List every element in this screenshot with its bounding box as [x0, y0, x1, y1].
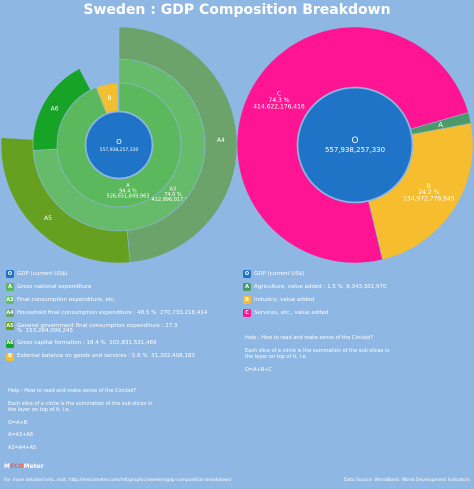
help-line: A=A3+A6 [8, 432, 34, 438]
slice-label-a4-line: A4 [217, 137, 225, 144]
legend-text: GDP (current US$) [254, 270, 305, 277]
slice-a5[interactable] [0, 137, 131, 264]
legend-text: Services, etc., value added [254, 309, 329, 316]
brand-part-1: M [4, 463, 10, 470]
legend-text: Final consumption expenditure, etc. [17, 296, 116, 303]
help-right: Help : How to read and make sense of the… [245, 335, 465, 379]
slice-label-a3: A3 74.0 % 412,996,017,659 [151, 187, 194, 204]
legend-item-o: O GDP (current US$) [6, 270, 231, 278]
slice-label-a6-line: A6 [51, 106, 59, 113]
legend-text: Gross capital formation : 18.4 % 102,831… [17, 340, 157, 346]
expenditure-sunburst-chart: A 94.4 % 526,651,849,963 B A3 74.0 % 412,996,0… [0, 26, 238, 264]
segment-label-c: C 74.3 % 414,622,176,416 [253, 91, 305, 111]
legend-item-a3: A3 Final consumption expenditure, etc. [6, 296, 231, 304]
legend-item-a: A Gross national expenditure [6, 283, 231, 291]
slice-label-b: B [107, 95, 111, 102]
segment-c[interactable] [236, 26, 469, 264]
legend-badge: B [6, 352, 14, 361]
legend-text: GDP (current US$) [17, 270, 68, 277]
legend-item-c: C Services, etc., value added [243, 309, 468, 317]
legend-left: O GDP (current US$) A Gross national expend… [6, 270, 231, 366]
legend-item-o: O GDP (current US$) [243, 270, 468, 278]
segment-label-a: A [438, 121, 443, 129]
help-line: O=A+B+C [245, 366, 272, 373]
center-id-label-line: O [351, 136, 358, 146]
center-id-label-line: O [116, 138, 122, 146]
slice-label-a-line: 94.4 % [119, 188, 137, 194]
help-line: A3=A4+A5 [8, 444, 37, 451]
legend-text: Household final consumption expenditure … [17, 309, 208, 316]
legend-badge: O [6, 270, 14, 278]
legend-badge: A4 [6, 309, 14, 317]
center-value-label: 557,938,257,330 [100, 147, 139, 153]
legend-text: External balance on goods and services :… [17, 353, 195, 359]
slice-label-a4: A4 [217, 137, 225, 144]
segment-label-b-line: B [427, 183, 431, 190]
footer-link[interactable]: For more detailed info, visit: http://me… [4, 478, 232, 483]
slice-label-a5: A5 [44, 215, 52, 222]
slice-label-a5-line: A5 [44, 215, 52, 222]
legend-badge: A [6, 283, 14, 291]
legend-badge: C [243, 309, 251, 317]
center-id-label: O [116, 138, 122, 146]
legend-item-b: B Industry, value added [243, 296, 468, 304]
help-left: Help : How to read and make sense of the… [8, 388, 228, 457]
legend-badge: O [243, 270, 251, 278]
footer-source: Data Source: WorldBank: World Developmen… [343, 478, 470, 483]
center-circle[interactable] [297, 87, 413, 203]
help-line: Each slice of a circle is the summation … [8, 400, 153, 414]
slice-label-a-line: 526,651,849,963 [107, 194, 150, 200]
legend-text: Agriculture, value added : 1.5 % 8,343,3… [254, 283, 387, 290]
legend-badge: B [243, 296, 251, 304]
help-line: O=A+B [8, 419, 28, 426]
segment-label-c-line: C [277, 91, 281, 98]
page-title: Sweden : GDP Composition Breakdown [83, 2, 391, 18]
segment-b[interactable] [368, 122, 474, 261]
help-line: Help : How to read and make sense of the… [245, 335, 374, 341]
legend-right: O GDP (current US$) A Agriculture, value ad… [243, 270, 468, 322]
center-value-label-line: 557,938,257,330 [325, 146, 385, 154]
slice-label-a3-line: A3 [170, 187, 177, 193]
slice-label-a3-line: 412,996,017,659 [151, 197, 194, 203]
legend-text: Industry, value added [254, 296, 315, 303]
brand-part-2: ECO [9, 463, 24, 470]
brand-part-3: Meter [23, 463, 44, 470]
help-line: Each slice of a circle is the summation … [245, 347, 390, 361]
slice-a4[interactable] [118, 26, 238, 263]
slice-label-a: A 94.4 % 526,651,849,963 [107, 183, 150, 200]
legend-badge: A5 [6, 322, 14, 330]
center-value-label-line: 557,938,257,330 [100, 147, 139, 153]
center-circle[interactable] [85, 111, 153, 179]
legend-badge: A6 [6, 339, 14, 348]
slice-label-b-line: B [107, 95, 111, 102]
legend-badge: A3 [6, 296, 14, 304]
segment-label-b-line: 24.2 % [418, 189, 439, 196]
segment-label-c-line: 74.3 % [269, 97, 290, 104]
legend-item-b: B External balance on goods and services … [6, 352, 231, 361]
mecometer-logo: MECOMeter [4, 463, 44, 470]
value-added-donut-chart: A B 24.2 % 134,972,778,945 C 74.3 % 414,622,17… [236, 26, 474, 264]
segment-label-a-line: A [438, 121, 443, 129]
slice-label-a6: A6 [51, 106, 59, 113]
legend-item-a: A Agriculture, value added : 1.5 % 8,343,… [243, 283, 468, 291]
slice-a6[interactable] [32, 68, 91, 151]
segment-label-c-line: 414,622,176,416 [253, 103, 305, 110]
segment-label-b: B 24.2 % 134,972,778,945 [403, 183, 455, 203]
slice-label-a3-line: 74.0 % [164, 192, 182, 198]
legend-badge: A [243, 283, 251, 291]
center-value-label: 557,938,257,330 [325, 146, 385, 154]
legend-text: Gross national expenditure [17, 283, 92, 290]
legend-text: General government final consumption exp… [17, 322, 178, 334]
legend-item-a4: A4 Household final consumption expenditur… [6, 309, 231, 317]
center-id-label: O [351, 136, 358, 146]
legend-item-a5: A5 General government final consumption e… [6, 322, 231, 335]
slice-b[interactable] [95, 82, 119, 114]
segment-label-b-line: 134,972,778,945 [403, 195, 455, 202]
slice-label-a-line: A [126, 183, 130, 189]
legend-item-a6: A6 Gross capital formation : 18.4 % 102,8… [6, 339, 231, 348]
help-line: Help : How to read and make sense of the… [8, 388, 137, 394]
